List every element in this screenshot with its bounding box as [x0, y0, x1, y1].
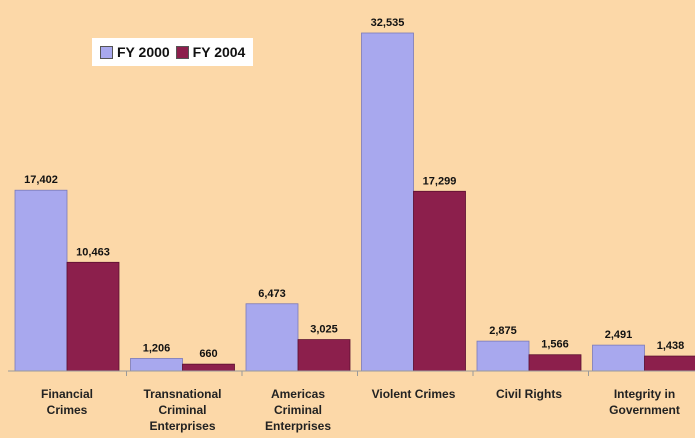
- category-label-5: Integrity in Government: [609, 387, 680, 417]
- legend-item-fy2004: FY 2004: [175, 44, 246, 60]
- category-label-line: Enterprises: [149, 419, 215, 433]
- bar-fy2004-5: [644, 355, 695, 372]
- bars-group: [14, 32, 695, 372]
- category-label-line: Criminal: [158, 403, 206, 417]
- bar-fy2000-5: [592, 344, 645, 372]
- category-label-line: Enterprises: [265, 419, 331, 433]
- legend-item-fy2000: FY 2000: [100, 44, 170, 60]
- category-label-line: Integrity in: [614, 387, 675, 401]
- legend: FY 2000 FY 2004: [92, 38, 254, 66]
- x-axis-ticks: [126, 371, 589, 376]
- category-label-line: Government: [609, 403, 680, 417]
- value-label-fy2000-3: 32,535: [371, 17, 405, 29]
- category-label-line: Transnational: [143, 387, 221, 401]
- bar-fy2004-3: [413, 190, 466, 372]
- legend-label-fy2004: FY 2004: [192, 44, 246, 60]
- category-label-line: Violent Crimes: [372, 387, 456, 401]
- bar-fy2000-2: [245, 303, 299, 372]
- category-labels-group: Financial Crimes Transnational Criminal Ente…: [41, 387, 680, 433]
- value-label-fy2000-4: 2,875: [489, 325, 517, 337]
- category-label-line: Criminal: [274, 403, 322, 417]
- bar-fy2004-0: [66, 261, 120, 372]
- value-label-fy2004-4: 1,566: [541, 339, 569, 351]
- legend-swatch-fy2000: [100, 45, 113, 59]
- category-label-line: Americas: [271, 387, 325, 401]
- value-label-fy2000-2: 6,473: [258, 288, 286, 300]
- category-label-4: Civil Rights: [496, 387, 562, 401]
- bar-fy2000-3: [361, 32, 414, 372]
- bar-fy2004-4: [528, 354, 582, 372]
- value-labels-group: 17,402 10,463 1,206 660 6,473 3,025 32,535 17,2…: [24, 17, 684, 360]
- value-label-fy2004-5: 1,438: [657, 340, 685, 352]
- value-label-fy2004-3: 17,299: [423, 175, 457, 187]
- category-label-line: Financial: [41, 387, 93, 401]
- bar-fy2004-2: [297, 339, 351, 372]
- category-label-2: Americas Criminal Enterprises: [265, 387, 331, 433]
- category-label-line: Civil Rights: [496, 387, 562, 401]
- legend-swatch-fy2004: [175, 45, 189, 59]
- legend-label-fy2000: FY 2000: [117, 44, 170, 60]
- value-label-fy2004-2: 3,025: [310, 324, 338, 336]
- value-label-fy2000-1: 1,206: [143, 342, 171, 354]
- bar-fy2000-0: [14, 189, 68, 372]
- value-label-fy2000-0: 17,402: [24, 174, 58, 186]
- bar-fy2000-4: [476, 340, 530, 372]
- category-label-1: Transnational Criminal Enterprises: [143, 387, 221, 433]
- bar-fy2000-1: [130, 358, 183, 372]
- category-label-line: Crimes: [47, 403, 88, 417]
- category-label-3: Violent Crimes: [372, 387, 456, 401]
- value-label-fy2004-1: 660: [199, 348, 217, 360]
- value-label-fy2004-0: 10,463: [76, 246, 110, 258]
- value-label-fy2000-5: 2,491: [605, 329, 633, 341]
- category-label-0: Financial Crimes: [41, 387, 93, 417]
- bar-fy2004-1: [182, 363, 235, 372]
